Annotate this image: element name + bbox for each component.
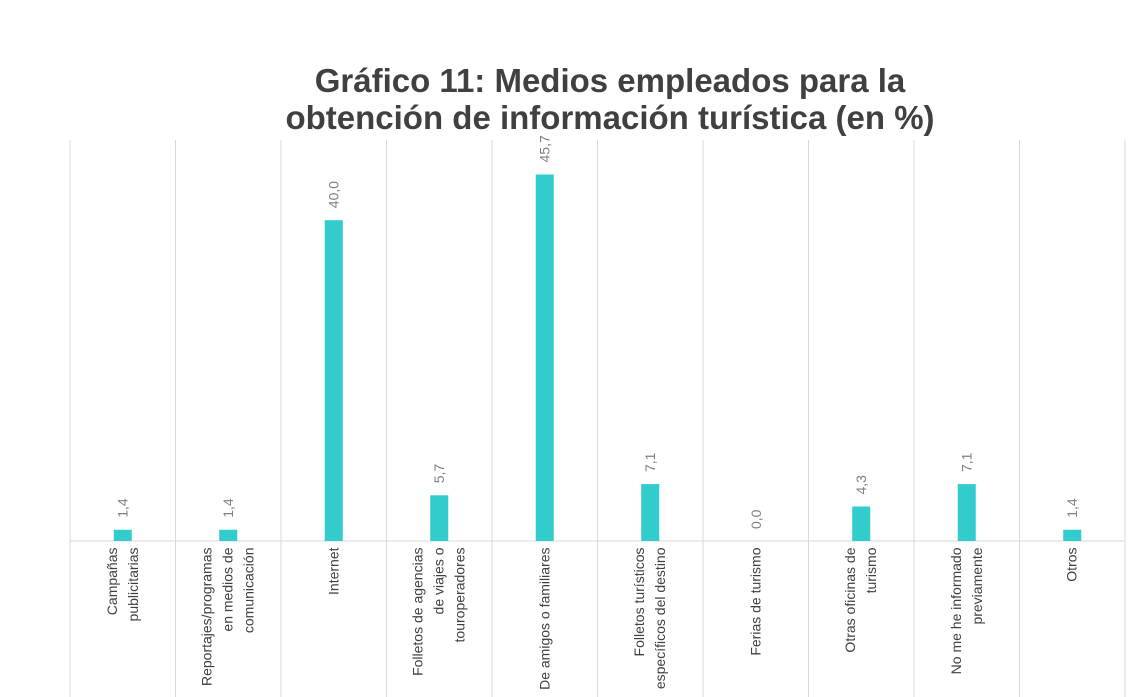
value-label: 4,3 xyxy=(853,475,869,495)
bar xyxy=(1063,529,1082,541)
chart-title: Gráfico 11: Medios empleados para la obt… xyxy=(285,62,935,136)
bar xyxy=(430,495,449,541)
x-tick-label: Reportajes/programas en medios de comuni… xyxy=(198,547,257,687)
value-label: 5,7 xyxy=(431,464,447,484)
x-tick-label: Otras oficinas de turismo xyxy=(842,547,880,653)
value-label: 45,7 xyxy=(537,135,553,162)
bar xyxy=(852,506,871,541)
value-label: 7,1 xyxy=(642,452,658,472)
value-label: 0,0 xyxy=(748,509,764,529)
x-tick-label: Otros xyxy=(1063,547,1080,582)
value-label: 1,4 xyxy=(115,498,131,518)
x-tick-label: Ferias de turismo xyxy=(747,547,764,656)
bar xyxy=(535,174,554,541)
bar xyxy=(957,484,976,541)
value-label: 7,1 xyxy=(959,452,975,472)
bar xyxy=(113,529,132,541)
x-tick-label: Internet xyxy=(325,547,342,595)
x-tick-label: Folletos de agencias de viajes o tourope… xyxy=(409,547,468,676)
value-label: 40,0 xyxy=(326,181,342,208)
value-label: 1,4 xyxy=(220,498,236,518)
bar xyxy=(641,484,660,541)
x-tick-label: Campañas publicitarias xyxy=(103,547,141,622)
x-tick-label: Folletos turísticos específicos del dest… xyxy=(631,547,669,690)
bar xyxy=(219,529,238,541)
value-label: 1,4 xyxy=(1064,498,1080,518)
x-tick-label: No me he informado previamente xyxy=(947,547,985,675)
x-tick-label: De amigos o familiares xyxy=(536,547,553,690)
bar xyxy=(324,220,343,541)
